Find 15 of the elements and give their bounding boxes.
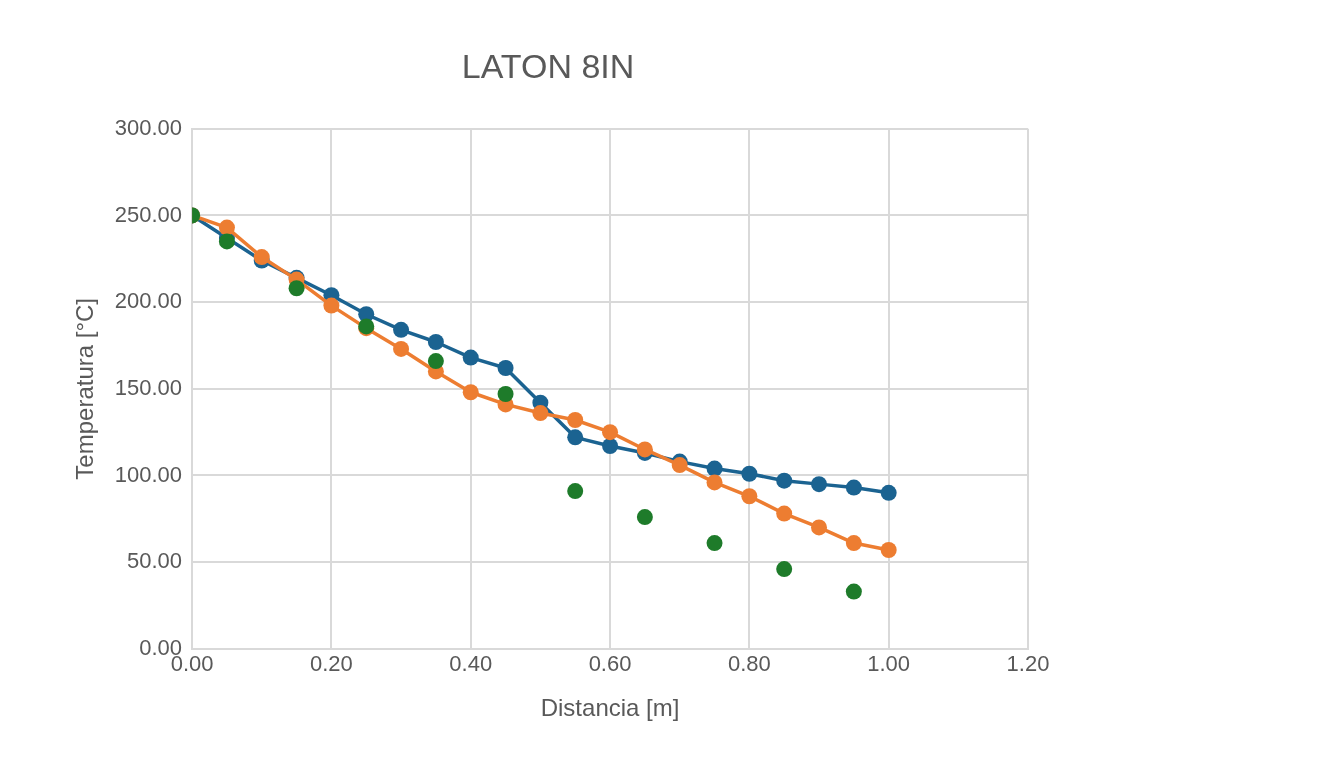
x-tick-label: 1.00 (867, 651, 911, 677)
y-axis-title: Temperatura [°C] (71, 297, 99, 480)
x-tick-label: 1.20 (1006, 651, 1050, 677)
chart-title: LATON 8IN (461, 46, 635, 85)
x-tick-label: 0.80 (727, 651, 771, 677)
y-tick-label: 50.00 (127, 548, 183, 574)
x-tick-label: 0.60 (588, 651, 632, 677)
y-tick-label: 300.00 (114, 114, 183, 140)
y-tick-label: 100.00 (114, 461, 183, 487)
y-tick-label: 200.00 (114, 288, 183, 314)
x-tick-label: 0.40 (449, 651, 493, 677)
x-tick-label: 0.20 (309, 651, 353, 677)
y-tick-label: 150.00 (114, 374, 183, 400)
y-tick-label: 250.00 (114, 201, 183, 227)
x-axis-title: Distancia [m] (540, 694, 680, 722)
